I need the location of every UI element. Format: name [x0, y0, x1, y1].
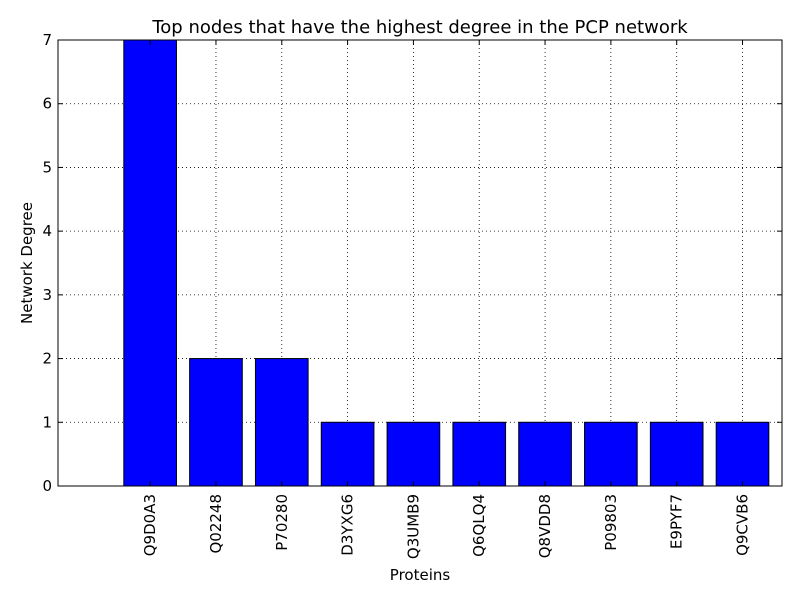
x-tick-label: D3YXG6: [339, 494, 357, 556]
x-tick-labels: Q9D0A3 Q02248 P70280 D3YXG6 Q3UMB9 Q6QLQ4 Q8VD…: [141, 494, 751, 559]
bar-D3YXG6: [320, 421, 375, 487]
y-tick-label: 5: [42, 158, 52, 176]
y-tick-label: 4: [42, 222, 52, 240]
x-axis-label: Proteins: [390, 566, 451, 584]
axis-ticks: [58, 39, 782, 487]
x-tick-label: Q3UMB9: [404, 494, 422, 559]
x-tick-label: Q8VDD8: [536, 494, 554, 558]
bar-Q9D0A3: [123, 39, 177, 487]
x-tick-label: P70280: [273, 494, 291, 551]
bars: [123, 39, 770, 487]
x-tick-label: Q9CVB6: [734, 494, 752, 556]
x-tick-label: Q02248: [207, 494, 225, 554]
bar-P70280: [254, 358, 309, 487]
y-tick-label: 6: [42, 95, 52, 113]
x-tick-label: E9PYF7: [668, 494, 686, 549]
bar-Q8VDD8: [518, 421, 572, 487]
x-tick-label: P09803: [602, 494, 620, 551]
chart-title: Top nodes that have the highest degree i…: [151, 17, 688, 38]
bar-Q3UMB9: [386, 421, 441, 487]
bar-Q6QLQ4: [452, 421, 507, 487]
grid-lines: [58, 40, 782, 486]
y-tick-label: 1: [42, 413, 52, 431]
y-tick-labels: 0 1 2 3 4 5 6 7: [42, 31, 52, 495]
bar-P09803: [584, 421, 638, 487]
y-tick-label: 3: [42, 286, 52, 304]
bar-E9PYF7: [649, 421, 704, 487]
y-tick-label: 0: [42, 477, 52, 495]
plot-frame: [57, 39, 783, 487]
y-tick-label: 7: [42, 31, 52, 49]
bar-Q9CVB6: [715, 421, 770, 487]
bar-Q02248: [189, 358, 243, 487]
x-tick-label: Q6QLQ4: [470, 494, 488, 557]
y-tick-label: 2: [42, 350, 52, 368]
y-axis-label: Network Degree: [18, 202, 36, 324]
x-tick-label: Q9D0A3: [141, 494, 159, 556]
